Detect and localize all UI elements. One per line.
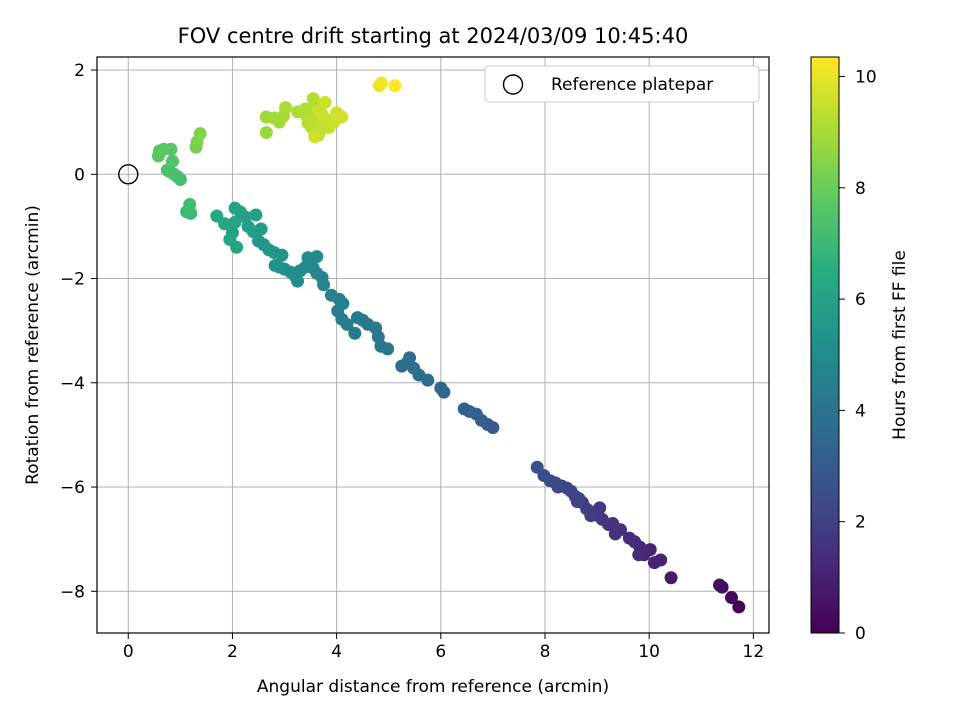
scatter-point	[457, 402, 471, 416]
scatter-point	[570, 495, 584, 509]
colorbar-ticks: 0 2 4 6 8 10	[839, 67, 877, 644]
x-axis-label: Angular distance from reference (arcmin)	[257, 677, 609, 697]
x-tick-label: 10	[638, 642, 660, 662]
scatter-point	[551, 480, 565, 494]
scatter-point	[647, 556, 661, 570]
scatter-point	[593, 501, 607, 515]
scatter-point	[374, 76, 388, 90]
y-tick-label: −8	[60, 582, 85, 602]
scatter-point	[259, 126, 273, 140]
scatter-point	[336, 297, 350, 311]
x-axis-ticks: 0 2 4 6 8 10 12	[123, 633, 764, 662]
scatter-point	[308, 130, 322, 144]
scatter-point	[632, 548, 646, 562]
plot-frame	[96, 56, 770, 634]
scatter-point	[183, 198, 197, 212]
colorbar-tick-label: 4	[855, 401, 866, 421]
scatter-point	[622, 531, 636, 545]
y-tick-label: 2	[74, 61, 85, 81]
scatter-point	[151, 149, 165, 163]
scatter-point	[166, 154, 180, 168]
y-tick-label: 0	[74, 165, 85, 185]
data-points	[151, 76, 746, 614]
x-tick-label: 4	[331, 642, 342, 662]
scatter-point	[664, 571, 678, 585]
colorbar-tick-label: 6	[855, 290, 866, 310]
scatter-point	[350, 311, 364, 325]
scatter-point	[210, 209, 224, 223]
scatter-point	[606, 517, 620, 531]
y-tick-label: −2	[60, 270, 85, 290]
colorbar-tick-label: 10	[855, 67, 877, 87]
scatter-point	[249, 208, 263, 222]
reference-point	[118, 164, 139, 185]
legend-entry: Reference platepar	[551, 75, 713, 95]
scatter-point	[403, 351, 417, 365]
scatter-point	[268, 259, 282, 273]
colorbar: 0 2 4 6 8 10 Hours from first FF file	[810, 56, 910, 644]
y-axis-label: Rotation from reference (arcmin)	[23, 205, 43, 485]
scatter-point	[434, 381, 448, 395]
reference-marker	[118, 164, 139, 185]
legend-box	[484, 65, 760, 103]
scatter-point	[395, 359, 409, 373]
scatter-point	[724, 591, 738, 605]
scatter-point	[327, 115, 341, 129]
colorbar-gradient	[810, 56, 840, 634]
colorbar-tick-label: 2	[855, 513, 866, 533]
scatter-point	[193, 127, 207, 141]
scatter-point	[318, 95, 332, 109]
scatter-point	[348, 326, 362, 340]
chart-title: FOV centre drift starting at 2024/03/09 …	[178, 24, 689, 48]
x-tick-label: 8	[540, 642, 551, 662]
scatter-point	[228, 215, 242, 229]
y-tick-label: −4	[60, 374, 85, 394]
scatter-point	[388, 79, 402, 93]
scatter-point	[254, 222, 268, 236]
legend-marker	[502, 74, 524, 95]
scatter-point	[713, 578, 727, 592]
x-tick-label: 6	[435, 642, 446, 662]
x-tick-label: 2	[227, 642, 238, 662]
scatter-point	[291, 274, 305, 288]
legend: Reference platepar	[484, 65, 760, 103]
scatter-point	[530, 460, 544, 474]
colorbar-tick-label: 8	[855, 179, 866, 199]
scatter-point	[230, 240, 244, 254]
scatter-point	[608, 527, 622, 541]
x-tick-label: 0	[123, 642, 134, 662]
scatter-point	[324, 288, 338, 302]
scatter-point	[298, 102, 312, 116]
scatter-point	[228, 201, 242, 215]
scatter-point	[279, 101, 293, 115]
scatter-point	[732, 600, 746, 614]
y-axis-ticks: −8 −6 −4 −2 0 2	[60, 61, 97, 602]
colorbar-tick-label: 0	[855, 624, 866, 644]
x-tick-label: 12	[743, 642, 765, 662]
y-tick-label: −6	[60, 478, 85, 498]
scatter-point	[310, 250, 324, 264]
colorbar-label: Hours from first FF file	[890, 250, 910, 440]
